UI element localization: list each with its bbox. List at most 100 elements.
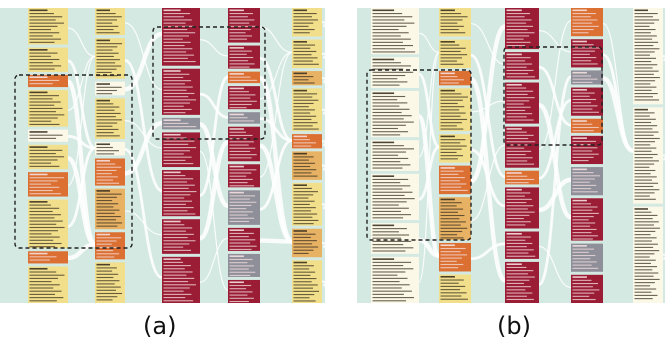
block-text-line: [163, 108, 192, 111]
block-text-line: [163, 86, 193, 88]
block-text-line: [163, 153, 184, 155]
block-text-line: [293, 25, 309, 27]
block-text-line: [372, 290, 412, 292]
block-text-line: [293, 300, 316, 302]
flow-ribbon: [418, 32, 440, 53]
topic-block: [505, 187, 539, 229]
panel-a-caption: (a): [143, 312, 177, 340]
block-text-line: [634, 262, 651, 264]
block-text-line: [506, 73, 529, 75]
block-text-line: [572, 212, 599, 214]
block-text-line: [29, 236, 60, 238]
topic-block: [162, 256, 200, 303]
topic-block: [571, 118, 603, 133]
block-text-line: [96, 93, 113, 95]
block-text-line: [634, 291, 652, 293]
block-text-line: [634, 89, 652, 91]
block-text-line: [29, 65, 62, 67]
block-text-line: [293, 213, 318, 215]
flow-ribbon: [259, 51, 293, 100]
block-heading: [293, 261, 307, 264]
block-text-line: [440, 148, 462, 150]
block-text-line: [572, 216, 594, 218]
block-text-line: [372, 194, 405, 196]
block-text-line: [163, 271, 193, 273]
block-text-line: [440, 230, 463, 233]
block-text-line: [506, 60, 526, 62]
block-text-line: [572, 126, 599, 129]
block-text-line: [372, 191, 413, 193]
block-text-line: [96, 75, 118, 77]
block-text-line: [506, 97, 535, 99]
block-text-line: [372, 271, 406, 273]
block-text-line: [634, 266, 658, 268]
flow-ribbon: [538, 20, 572, 150]
block-text-line: [96, 13, 116, 15]
block-text-line: [229, 50, 252, 52]
flow-ribbon: [67, 59, 96, 150]
block-text-line: [293, 44, 316, 46]
topic-block: [439, 165, 471, 195]
block-text-line: [572, 102, 592, 104]
flow-ribbon: [259, 139, 293, 211]
topic-block: [292, 39, 322, 69]
block-text-line: [96, 193, 122, 195]
block-text-line: [163, 76, 184, 79]
block-text-line: [163, 137, 187, 139]
block-heading: [163, 119, 181, 121]
block-text-line: [372, 185, 411, 187]
block-text-line: [440, 139, 466, 141]
block-text-line: [440, 237, 464, 239]
block-text-line: [29, 137, 57, 139]
block-text-line: [440, 292, 467, 294]
block-text-line: [163, 227, 193, 229]
block-text-line: [572, 264, 592, 266]
block-text-line: [29, 183, 51, 185]
block-heading: [293, 184, 307, 186]
block-text-line: [293, 210, 312, 212]
block-heading: [96, 190, 110, 192]
block-text-line: [372, 284, 410, 286]
block-text-line: [96, 182, 120, 184]
block-text-line: [506, 25, 534, 27]
block-text-line: [506, 63, 533, 65]
block-text-line: [29, 38, 62, 40]
block-text-line: [29, 35, 53, 37]
topic-block: [95, 81, 125, 96]
block-text-line: [372, 127, 398, 130]
block-text-line: [440, 76, 458, 78]
block-heading: [572, 40, 587, 43]
topic-block: [292, 151, 322, 180]
selection-box: [503, 46, 603, 146]
block-text-line: [506, 103, 524, 105]
block-text-line: [229, 91, 249, 93]
block-text-line: [506, 202, 527, 204]
block-text-line: [372, 297, 415, 299]
block-text-line: [506, 205, 534, 207]
block-text-line: [29, 55, 52, 57]
block-text-line: [372, 111, 402, 114]
block-text-line: [506, 116, 527, 118]
block-text-line: [634, 176, 657, 178]
block-text-line: [293, 223, 314, 225]
block-text-line: [634, 234, 651, 236]
block-text-line: [572, 29, 594, 31]
block-text-line: [163, 243, 190, 245]
block-text-line: [634, 115, 650, 117]
block-text-line: [372, 244, 404, 246]
block-text-line: [372, 25, 407, 27]
topic-block: [505, 170, 539, 185]
block-text-line: [506, 147, 525, 149]
block-text-line: [440, 99, 463, 101]
block-text-line: [293, 122, 318, 124]
block-text-line: [293, 249, 314, 251]
panel-b-visualization: [357, 8, 665, 303]
block-text-line: [634, 77, 660, 79]
block-text-line: [96, 267, 117, 269]
block-heading: [29, 252, 48, 255]
block-text-line: [163, 16, 184, 18]
block-text-line: [96, 62, 116, 64]
block-text-line: [372, 250, 406, 252]
flow-ribbon: [538, 65, 572, 127]
block-text-line: [372, 201, 407, 203]
